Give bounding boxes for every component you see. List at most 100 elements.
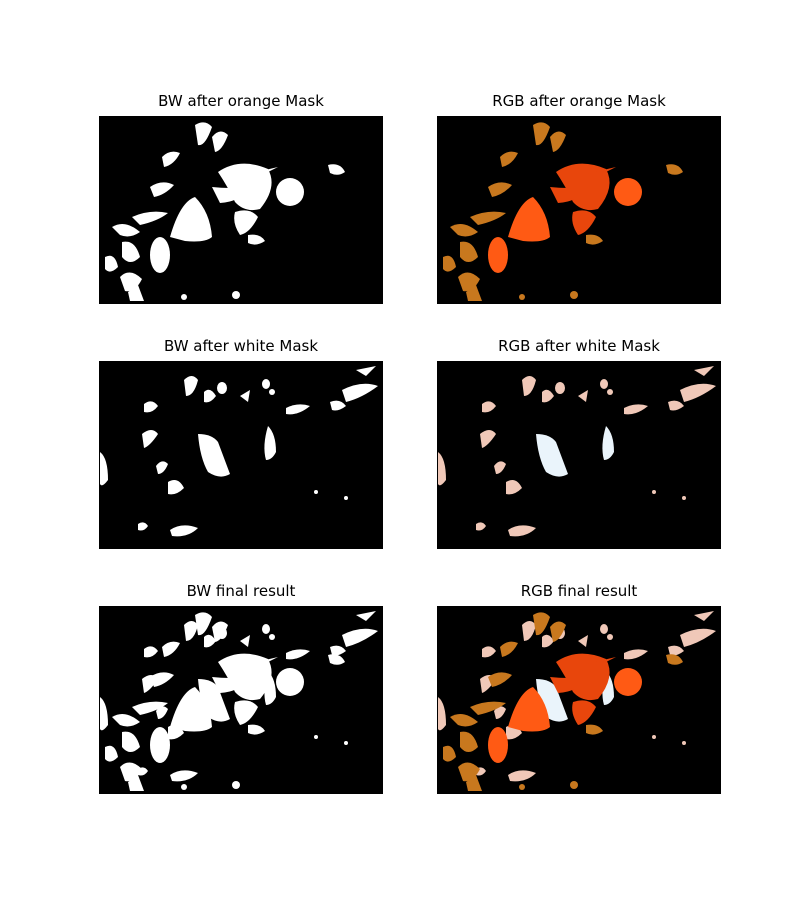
orange-mask-region bbox=[150, 237, 170, 273]
white-mask-region bbox=[144, 646, 158, 658]
white-mask-region bbox=[694, 366, 714, 376]
orange-mask-region bbox=[450, 713, 478, 727]
white-mask-region bbox=[624, 649, 648, 660]
white-mask-region bbox=[522, 376, 536, 396]
white-mask-region bbox=[555, 382, 565, 394]
panel-title: BW after orange Mask bbox=[158, 92, 324, 110]
orange-mask-region bbox=[470, 211, 506, 225]
white-mask-region bbox=[668, 645, 684, 656]
white-mask-region bbox=[482, 646, 496, 658]
white-mask-region bbox=[184, 376, 198, 396]
orange-mask-region bbox=[232, 291, 240, 299]
white-mask-region bbox=[204, 634, 216, 648]
orange-mask-region bbox=[550, 131, 566, 152]
white-mask-region bbox=[356, 611, 376, 621]
white-mask-region bbox=[494, 461, 506, 474]
orange-mask-region bbox=[248, 234, 265, 245]
orange-mask-region bbox=[150, 727, 170, 763]
white-mask-region bbox=[269, 389, 275, 395]
orange-mask-region bbox=[666, 654, 683, 665]
white-mask-region bbox=[100, 697, 108, 731]
white-mask-region bbox=[680, 383, 716, 402]
white-mask-region bbox=[578, 635, 588, 647]
white-mask-shapes bbox=[438, 611, 716, 782]
orange-mask-region bbox=[150, 182, 174, 197]
orange-mask-region bbox=[550, 621, 566, 642]
orange-mask-region bbox=[570, 781, 578, 789]
white-mask-region bbox=[344, 741, 348, 745]
orange-mask-region bbox=[519, 784, 525, 790]
orange-mask-region bbox=[112, 713, 140, 727]
white-mask-region bbox=[652, 490, 656, 494]
panel-title: BW after white Mask bbox=[163, 337, 319, 355]
orange-mask-shapes bbox=[443, 612, 683, 791]
orange-mask-region bbox=[570, 291, 578, 299]
orange-mask-region bbox=[586, 657, 616, 665]
orange-mask-region bbox=[614, 178, 642, 206]
orange-mask-region bbox=[466, 775, 482, 791]
white-mask-region bbox=[138, 522, 148, 531]
orange-mask-region bbox=[212, 187, 250, 203]
image-bw-white bbox=[99, 361, 383, 549]
orange-mask-region bbox=[488, 182, 512, 197]
orange-mask-region bbox=[105, 745, 118, 762]
orange-mask-region bbox=[195, 612, 212, 636]
white-mask-region bbox=[330, 645, 346, 656]
white-mask-region bbox=[170, 770, 198, 782]
white-mask-region bbox=[286, 404, 310, 415]
white-mask-region bbox=[262, 624, 270, 634]
orange-mask-region bbox=[212, 621, 228, 642]
white-mask-region bbox=[438, 452, 446, 486]
orange-mask-region bbox=[533, 612, 550, 636]
white-mask-region bbox=[600, 624, 608, 634]
orange-mask-region bbox=[550, 677, 588, 693]
white-mask-region bbox=[156, 706, 168, 719]
white-mask-region bbox=[694, 611, 714, 621]
white-mask-region bbox=[217, 382, 227, 394]
orange-mask-region bbox=[586, 167, 616, 175]
orange-mask-region bbox=[234, 700, 258, 725]
orange-mask-region bbox=[519, 294, 525, 300]
white-mask-shapes bbox=[438, 366, 716, 537]
orange-mask-region bbox=[500, 151, 518, 167]
white-mask-region bbox=[508, 770, 536, 782]
orange-mask-region bbox=[132, 211, 168, 225]
image-bw-orange bbox=[99, 116, 383, 304]
image-rgb-final bbox=[437, 606, 721, 794]
orange-mask-region bbox=[212, 131, 228, 152]
panel-title: RGB final result bbox=[520, 582, 638, 600]
panel-title: RGB after orange Mask bbox=[492, 92, 666, 110]
orange-mask-region bbox=[556, 163, 610, 211]
white-mask-region bbox=[680, 628, 716, 647]
white-mask-region bbox=[480, 430, 496, 448]
mask-image bbox=[105, 122, 345, 301]
orange-mask-region bbox=[586, 234, 603, 245]
white-mask-region bbox=[602, 426, 614, 460]
orange-mask-region bbox=[128, 775, 144, 791]
orange-mask-region bbox=[460, 241, 478, 262]
orange-mask-region bbox=[170, 197, 212, 242]
orange-mask-region bbox=[488, 237, 508, 273]
white-mask-region bbox=[198, 434, 230, 477]
orange-mask-region bbox=[466, 285, 482, 301]
panel-title: BW final result bbox=[186, 582, 296, 600]
white-mask-region bbox=[100, 452, 108, 486]
white-mask-region bbox=[536, 434, 568, 477]
white-mask-region bbox=[314, 735, 318, 739]
orange-mask-region bbox=[443, 255, 456, 272]
orange-mask-region bbox=[218, 163, 272, 211]
orange-mask-region bbox=[162, 151, 180, 167]
white-mask-region bbox=[508, 525, 536, 537]
white-mask-shapes bbox=[100, 366, 378, 537]
white-mask-region bbox=[542, 389, 554, 403]
mask-image bbox=[438, 611, 716, 791]
orange-mask-region bbox=[614, 668, 642, 696]
orange-mask-region bbox=[276, 178, 304, 206]
white-mask-region bbox=[607, 389, 613, 395]
white-mask-region bbox=[184, 621, 198, 641]
white-mask-region bbox=[356, 366, 376, 376]
mask-image bbox=[100, 366, 378, 537]
orange-mask-region bbox=[170, 687, 212, 732]
white-mask-region bbox=[682, 496, 686, 500]
white-mask-region bbox=[542, 634, 554, 648]
